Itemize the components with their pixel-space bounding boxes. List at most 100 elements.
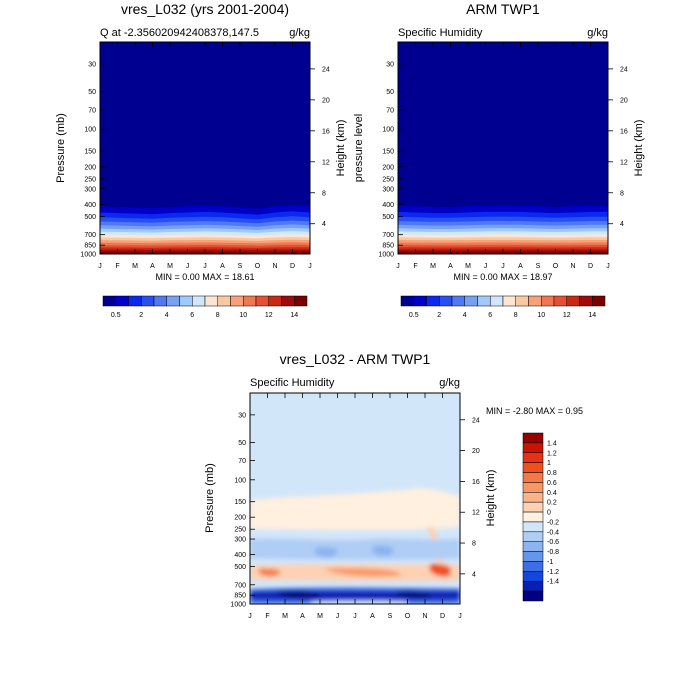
anomaly-blobs xyxy=(250,488,460,604)
colorbar-swatch xyxy=(464,295,478,307)
y-tick-right-label: 20 xyxy=(472,448,480,455)
colorbar-label: -0.6 xyxy=(547,539,559,546)
colorbar-swatch xyxy=(522,531,544,542)
x-tick-label: F xyxy=(115,263,119,270)
x-tick-label: A xyxy=(370,613,375,620)
y-tick-label: 50 xyxy=(88,89,96,96)
colorbar-label: 1.4 xyxy=(547,440,557,447)
plot-area xyxy=(398,42,608,254)
negative-core xyxy=(314,547,338,558)
positive-core xyxy=(258,568,281,577)
colorbar-label: 0 xyxy=(547,510,551,517)
y-tick-label: 700 xyxy=(382,232,394,239)
colorbar-swatch xyxy=(243,295,257,307)
y-tick-label: 150 xyxy=(84,149,96,156)
y-tick-label: 400 xyxy=(382,202,394,209)
y-tick-label: 850 xyxy=(84,243,96,250)
panel-subtitle-units: g/kg xyxy=(289,27,310,39)
y-tick-label: 500 xyxy=(382,214,394,221)
colorbar-swatch xyxy=(522,432,544,444)
difference-field xyxy=(250,393,460,604)
y-tick-label: 1000 xyxy=(230,602,246,609)
y-tick-right-label: 4 xyxy=(620,221,624,228)
x-tick-label: N xyxy=(422,613,427,620)
panel-arm-twp1: ARM TWP1 Specific Humidity g/kg J F M A M J J A… xyxy=(353,1,645,282)
x-tick-label: J xyxy=(203,263,207,270)
y-tick-label: 30 xyxy=(386,61,394,68)
colorbar-label: -1.2 xyxy=(547,569,559,576)
colorbar-right: 0.5 2 4 6 8 10 12 14 xyxy=(400,295,606,319)
colorbar-swatch xyxy=(255,295,269,307)
colorbar-swatch xyxy=(268,295,282,307)
panel-subtitle-left: Specific Humidity xyxy=(250,377,335,389)
panel-subtitle-left: Q at -2.356020942408378,147.5 xyxy=(100,27,259,39)
x-tick-label: M xyxy=(465,263,471,270)
y-tick-right-label: 8 xyxy=(620,190,624,197)
colorbar-swatch xyxy=(522,541,544,552)
colorbar-swatch xyxy=(528,295,542,307)
y-tick-label: 70 xyxy=(88,107,96,114)
y-tick-label: 1000 xyxy=(378,252,394,259)
y-tick-label: 850 xyxy=(382,243,394,250)
colorbar-swatch xyxy=(281,295,295,307)
x-tick-label: N xyxy=(272,263,277,270)
surface-weak-anomaly xyxy=(311,600,408,604)
colorbar-label: 0.5 xyxy=(111,312,121,319)
x-tick-label: F xyxy=(413,263,417,270)
y-axis-label-right: Height (km) xyxy=(335,120,347,177)
colorbar-label: 8 xyxy=(216,312,220,319)
colorbar-swatch xyxy=(400,295,414,307)
colorbar-swatch xyxy=(439,295,453,307)
x-tick-label: A xyxy=(220,263,225,270)
colorbar-swatch xyxy=(515,295,529,307)
humidity-field xyxy=(398,42,608,254)
colorbar-swatch xyxy=(522,561,544,572)
panel-title: vres_L032 (yrs 2001-2004) xyxy=(121,1,289,17)
x-tick-label: J xyxy=(606,263,610,270)
axis-ticks: J F M A M J J A S O N D J 30 50 70 100 150 200 250 300 400 500… xyxy=(80,42,330,270)
colorbar-swatch xyxy=(553,295,567,307)
humidity-field xyxy=(100,42,310,254)
x-tick-label: M xyxy=(317,613,323,620)
colorbar-swatch xyxy=(451,295,465,307)
y-axis-label: pressure level xyxy=(353,114,365,182)
x-tick-label: D xyxy=(440,613,445,620)
colorbar-swatch xyxy=(166,295,180,307)
y-tick-right-label: 16 xyxy=(322,128,330,135)
colorbar-label: 10 xyxy=(239,312,247,319)
colorbar-swatch xyxy=(522,580,544,592)
y-tick-right-label: 24 xyxy=(322,66,330,73)
x-tick-label: J xyxy=(308,263,312,270)
x-tick-label: S xyxy=(238,263,243,270)
y-tick-right-label: 4 xyxy=(472,571,476,578)
plot-area xyxy=(100,42,310,254)
colorbar-swatch xyxy=(179,295,193,307)
colorbar-swatch xyxy=(522,462,544,473)
y-tick-label: 250 xyxy=(382,176,394,183)
colorbar-swatch xyxy=(522,571,544,582)
x-tick-label: M xyxy=(132,263,138,270)
x-tick-label: O xyxy=(405,613,411,620)
colorbar-swatch xyxy=(522,511,544,523)
upper-positive-region xyxy=(250,488,460,531)
y-tick-right-label: 20 xyxy=(322,97,330,104)
y-tick-right-label: 16 xyxy=(620,128,628,135)
colorbar-swatch xyxy=(141,295,155,307)
x-tick-label: A xyxy=(300,613,305,620)
axis-ticks: J F M A M J J A S O N D J 30 50 70 100 150 200 250 300 400 500… xyxy=(378,42,628,270)
panel-title: vres_L032 - ARM TWP1 xyxy=(280,351,431,367)
y-tick-label: 1000 xyxy=(80,252,96,259)
y-tick-label: 30 xyxy=(238,412,246,419)
colorbar-swatch xyxy=(522,482,544,493)
colorbar-swatch xyxy=(102,295,116,307)
x-tick-label: J xyxy=(336,613,340,620)
negative-core xyxy=(372,545,394,556)
colorbar-swatch xyxy=(502,295,516,307)
x-tick-label: J xyxy=(396,263,400,270)
x-tick-label: O xyxy=(553,263,559,270)
colorbar-swatch xyxy=(522,501,544,513)
colorbar-label: 0.4 xyxy=(547,490,557,497)
panel-subtitle-units: g/kg xyxy=(439,377,460,389)
y-tick-label: 300 xyxy=(382,186,394,193)
colorbar-swatch xyxy=(522,590,544,602)
